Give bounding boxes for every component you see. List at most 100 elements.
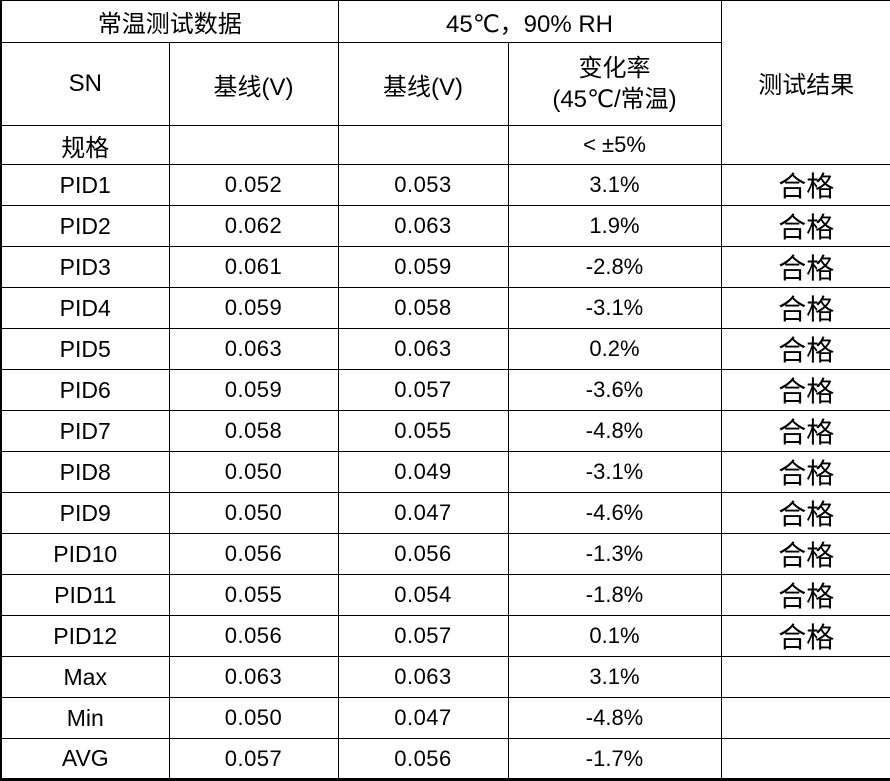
cell-result bbox=[720, 738, 890, 781]
cell-sn: PID12 bbox=[0, 615, 170, 657]
cell-baseline-45: 0.057 bbox=[337, 369, 509, 411]
cell-baseline-45: 0.054 bbox=[337, 574, 509, 616]
cell-baseline-45: 0.049 bbox=[337, 451, 509, 493]
cell-result bbox=[720, 656, 890, 698]
cell-baseline-45: 0.053 bbox=[337, 164, 509, 206]
cell-baseline-45: 0.057 bbox=[337, 615, 509, 657]
cell-result: 合格 bbox=[720, 246, 890, 288]
cell-result: 合格 bbox=[720, 328, 890, 370]
cell-sn: AVG bbox=[0, 738, 170, 781]
cell-result: 合格 bbox=[720, 574, 890, 616]
cell-baseline-normal: 0.063 bbox=[168, 656, 339, 698]
cell-result: 合格 bbox=[720, 369, 890, 411]
cell-baseline-normal: 0.061 bbox=[168, 246, 339, 288]
cell-baseline-normal: 0.057 bbox=[168, 738, 339, 781]
cell-result: 合格 bbox=[720, 451, 890, 493]
cell-result: 合格 bbox=[720, 287, 890, 329]
cell-change-rate: 3.1% bbox=[507, 164, 722, 206]
cell-baseline-45: 0.059 bbox=[337, 246, 509, 288]
cell-baseline-normal: 0.056 bbox=[168, 533, 339, 575]
cell-baseline-45: 0.063 bbox=[337, 656, 509, 698]
cell-baseline-normal: 0.059 bbox=[168, 287, 339, 329]
col-header-sn: SN bbox=[0, 42, 170, 126]
cell-result bbox=[720, 697, 890, 739]
table-row: Max 0.063 0.063 3.1% bbox=[0, 656, 890, 698]
col-header-change-rate: 变化率 (45℃/常温) bbox=[507, 42, 722, 126]
spec-change-limit: < ±5% bbox=[507, 125, 722, 165]
cell-change-rate: -4.8% bbox=[507, 410, 722, 452]
cell-result: 合格 bbox=[720, 410, 890, 452]
cell-change-rate: 3.1% bbox=[507, 656, 722, 698]
cell-result: 合格 bbox=[720, 492, 890, 534]
cell-sn: Max bbox=[0, 656, 170, 698]
cell-change-rate: 1.9% bbox=[507, 205, 722, 247]
table-row: PID2 0.062 0.063 1.9% 合格 bbox=[0, 205, 890, 247]
table-row: PID12 0.056 0.057 0.1% 合格 bbox=[0, 615, 890, 657]
header-normal-temp-group: 常温测试数据 bbox=[0, 0, 339, 43]
cell-result: 合格 bbox=[720, 615, 890, 657]
cell-change-rate: -3.1% bbox=[507, 451, 722, 493]
cell-baseline-45: 0.063 bbox=[337, 205, 509, 247]
spec-label: 规格 bbox=[0, 125, 170, 165]
cell-baseline-normal: 0.050 bbox=[168, 492, 339, 534]
cell-change-rate: -1.8% bbox=[507, 574, 722, 616]
cell-baseline-normal: 0.062 bbox=[168, 205, 339, 247]
table-row: PID10 0.056 0.056 -1.3% 合格 bbox=[0, 533, 890, 575]
cell-change-rate: -3.1% bbox=[507, 287, 722, 329]
cell-baseline-normal: 0.052 bbox=[168, 164, 339, 206]
cell-baseline-normal: 0.055 bbox=[168, 574, 339, 616]
cell-baseline-normal: 0.050 bbox=[168, 451, 339, 493]
cell-sn: PID1 bbox=[0, 164, 170, 206]
cell-sn: PID11 bbox=[0, 574, 170, 616]
table-row: PID6 0.059 0.057 -3.6% 合格 bbox=[0, 369, 890, 411]
spec-baseline-normal bbox=[168, 125, 339, 165]
cell-sn: PID10 bbox=[0, 533, 170, 575]
cell-baseline-normal: 0.050 bbox=[168, 697, 339, 739]
cell-change-rate: -2.8% bbox=[507, 246, 722, 288]
col-header-baseline-45: 基线(V) bbox=[337, 42, 509, 126]
cell-change-rate: -1.7% bbox=[507, 738, 722, 781]
cell-baseline-45: 0.056 bbox=[337, 738, 509, 781]
cell-sn: PID8 bbox=[0, 451, 170, 493]
cell-sn: Min bbox=[0, 697, 170, 739]
cell-baseline-45: 0.047 bbox=[337, 492, 509, 534]
cell-sn: PID9 bbox=[0, 492, 170, 534]
cell-baseline-normal: 0.063 bbox=[168, 328, 339, 370]
table-row: PID3 0.061 0.059 -2.8% 合格 bbox=[0, 246, 890, 288]
table-row: AVG 0.057 0.056 -1.7% bbox=[0, 738, 890, 781]
table-row: PID8 0.050 0.049 -3.1% 合格 bbox=[0, 451, 890, 493]
col-header-baseline-normal: 基线(V) bbox=[168, 42, 339, 126]
cell-result: 合格 bbox=[720, 164, 890, 206]
cell-baseline-normal: 0.059 bbox=[168, 369, 339, 411]
cell-change-rate: -4.6% bbox=[507, 492, 722, 534]
col-header-change-rate-line1: 变化率 bbox=[578, 54, 651, 82]
cell-sn: PID5 bbox=[0, 328, 170, 370]
cell-baseline-45: 0.058 bbox=[337, 287, 509, 329]
cell-sn: PID6 bbox=[0, 369, 170, 411]
cell-result: 合格 bbox=[720, 533, 890, 575]
table-row: Min 0.050 0.047 -4.8% bbox=[0, 697, 890, 739]
table-row: PID11 0.055 0.054 -1.8% 合格 bbox=[0, 574, 890, 616]
cell-baseline-45: 0.056 bbox=[337, 533, 509, 575]
col-header-change-rate-line2: (45℃/常温) bbox=[552, 86, 677, 113]
table-row: PID4 0.059 0.058 -3.1% 合格 bbox=[0, 287, 890, 329]
cell-change-rate: -3.6% bbox=[507, 369, 722, 411]
cell-sn: PID3 bbox=[0, 246, 170, 288]
cell-baseline-45: 0.055 bbox=[337, 410, 509, 452]
table-row: PID1 0.052 0.053 3.1% 合格 bbox=[0, 164, 890, 206]
cell-sn: PID7 bbox=[0, 410, 170, 452]
cell-change-rate: 0.2% bbox=[507, 328, 722, 370]
cell-change-rate: 0.1% bbox=[507, 615, 722, 657]
cell-baseline-normal: 0.056 bbox=[168, 615, 339, 657]
spec-baseline-45 bbox=[337, 125, 509, 165]
table-row: PID7 0.058 0.055 -4.8% 合格 bbox=[0, 410, 890, 452]
table-row: PID5 0.063 0.063 0.2% 合格 bbox=[0, 328, 890, 370]
header-45c-90rh-group: 45℃，90% RH bbox=[337, 0, 722, 43]
header-test-result: 测试结果 bbox=[720, 0, 890, 165]
cell-baseline-45: 0.063 bbox=[337, 328, 509, 370]
cell-sn: PID4 bbox=[0, 287, 170, 329]
table-row: PID9 0.050 0.047 -4.6% 合格 bbox=[0, 492, 890, 534]
cell-result: 合格 bbox=[720, 205, 890, 247]
cell-change-rate: -1.3% bbox=[507, 533, 722, 575]
cell-sn: PID2 bbox=[0, 205, 170, 247]
